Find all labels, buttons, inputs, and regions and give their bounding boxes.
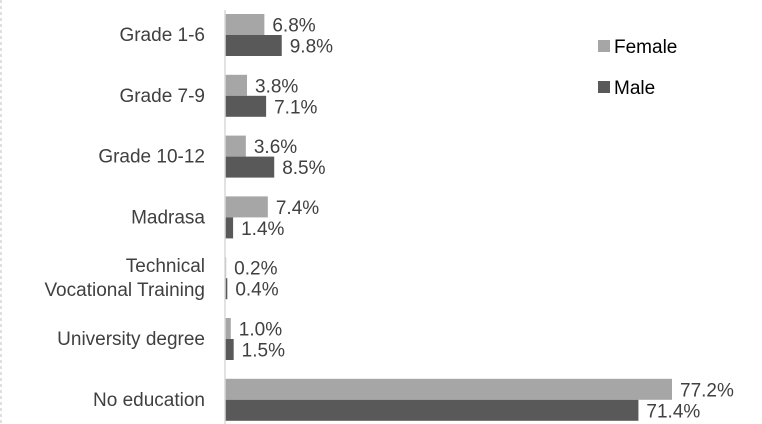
category-label-line: Technical — [126, 256, 205, 277]
data-label-male: 7.1% — [274, 97, 317, 118]
data-label-male: 71.4% — [646, 401, 700, 422]
category-label-line: Grade 7-9 — [119, 86, 205, 107]
data-label-female: 7.4% — [276, 198, 319, 219]
category-label: University degree — [57, 329, 205, 350]
category-label: Madrasa — [131, 207, 205, 228]
category-label-line: No education — [93, 390, 205, 411]
data-label-female: 0.2% — [234, 259, 277, 280]
bar-female — [225, 318, 231, 339]
category-label: Technical Vocational Training — [44, 256, 205, 301]
legend-label-female: Female — [614, 37, 677, 58]
bar-female — [225, 378, 672, 400]
data-label-female: 3.8% — [255, 76, 298, 97]
category-label: Grade 1-6 — [119, 25, 205, 46]
data-label-female: 3.6% — [254, 137, 297, 158]
bar-male — [225, 399, 639, 421]
data-label-male: 8.5% — [282, 158, 325, 179]
category-label-line: Vocational Training — [44, 280, 205, 301]
data-label-male: 0.4% — [235, 280, 278, 301]
bar-male — [225, 35, 282, 56]
labels-group: Grade 1-6 6.8%9.8% Grade 7-9 3.8%7.1% Grade … — [44, 16, 734, 423]
data-label-male: 1.5% — [242, 341, 285, 362]
bar-male — [225, 339, 234, 360]
category-label-line: Madrasa — [131, 207, 205, 228]
bar-male — [225, 278, 228, 300]
data-label-male: 1.4% — [241, 219, 284, 240]
bar-male — [225, 156, 275, 178]
category-label: Grade 10-12 — [98, 147, 205, 168]
bar-female — [225, 135, 246, 157]
bar-male — [225, 95, 267, 117]
bar-male — [225, 217, 234, 239]
legend: Female Male — [598, 37, 677, 99]
category-label-line: Grade 10-12 — [98, 147, 205, 168]
legend-swatch-male — [598, 81, 610, 93]
category-label: No education — [93, 390, 205, 411]
data-label-female: 1.0% — [239, 320, 282, 341]
bar-female — [225, 74, 248, 96]
bar-female — [225, 196, 268, 218]
data-label-female: 6.8% — [272, 16, 315, 37]
bar-female — [225, 14, 265, 35]
category-label-line: University degree — [57, 329, 205, 350]
legend-label-male: Male — [614, 78, 655, 99]
legend-swatch-female — [598, 40, 610, 52]
data-label-male: 9.8% — [290, 37, 333, 58]
data-label-female: 77.2% — [680, 380, 734, 401]
category-label: Grade 7-9 — [119, 86, 205, 107]
category-label-line: Grade 1-6 — [119, 25, 205, 46]
